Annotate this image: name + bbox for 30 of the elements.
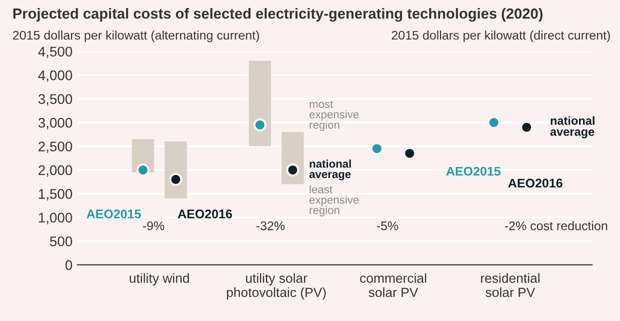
y-tick-label: 500 — [50, 236, 72, 246]
text: 2015 dollars per kilowatt (direct current) — [392, 30, 610, 42]
x-tick-label: residential solar PV — [481, 273, 540, 298]
y-tick-label: 2,000 — [38, 165, 72, 177]
y-tick-label: 1,500 — [38, 189, 72, 200]
annotation: least expensive region — [310, 185, 359, 216]
x-tick-label: utility wind — [130, 273, 189, 286]
y-tick-label: 3,000 — [38, 118, 72, 130]
bar — [248, 60, 272, 146]
annotation: -5% — [376, 221, 398, 230]
y-tick-label: 4,500 — [38, 46, 72, 58]
x-tick-label: utility solar photovoltaic (PV) — [226, 273, 326, 300]
annotation: most expensive region — [310, 100, 359, 131]
series-label: AEO2016 — [178, 210, 232, 218]
y-axis-title: 2015 dollars per kilowatt (alternating current) — [13, 30, 259, 42]
annotation: -2% cost reduction — [504, 221, 608, 230]
text: AEO2015 — [446, 166, 500, 176]
annotation: national average — [309, 160, 351, 180]
annotation: -9% — [142, 221, 164, 230]
chart-title: Projected capital costs of selected electricity-generating technologies (2020) — [13, 8, 543, 22]
annotation: national average — [550, 116, 594, 138]
y-tick-label: 2,500 — [38, 142, 72, 154]
y-tick-label: 0 — [65, 260, 72, 270]
annotation: -32% — [256, 221, 285, 230]
text: AEO2015 — [86, 210, 141, 218]
text: AEO2016 — [508, 178, 562, 188]
y-tick-label: 1,000 — [38, 212, 72, 224]
y-tick-label: 4,000 — [38, 70, 72, 82]
y-tick-label: 3,500 — [38, 94, 72, 106]
x-tick-label: commercial solar PV — [360, 273, 426, 298]
